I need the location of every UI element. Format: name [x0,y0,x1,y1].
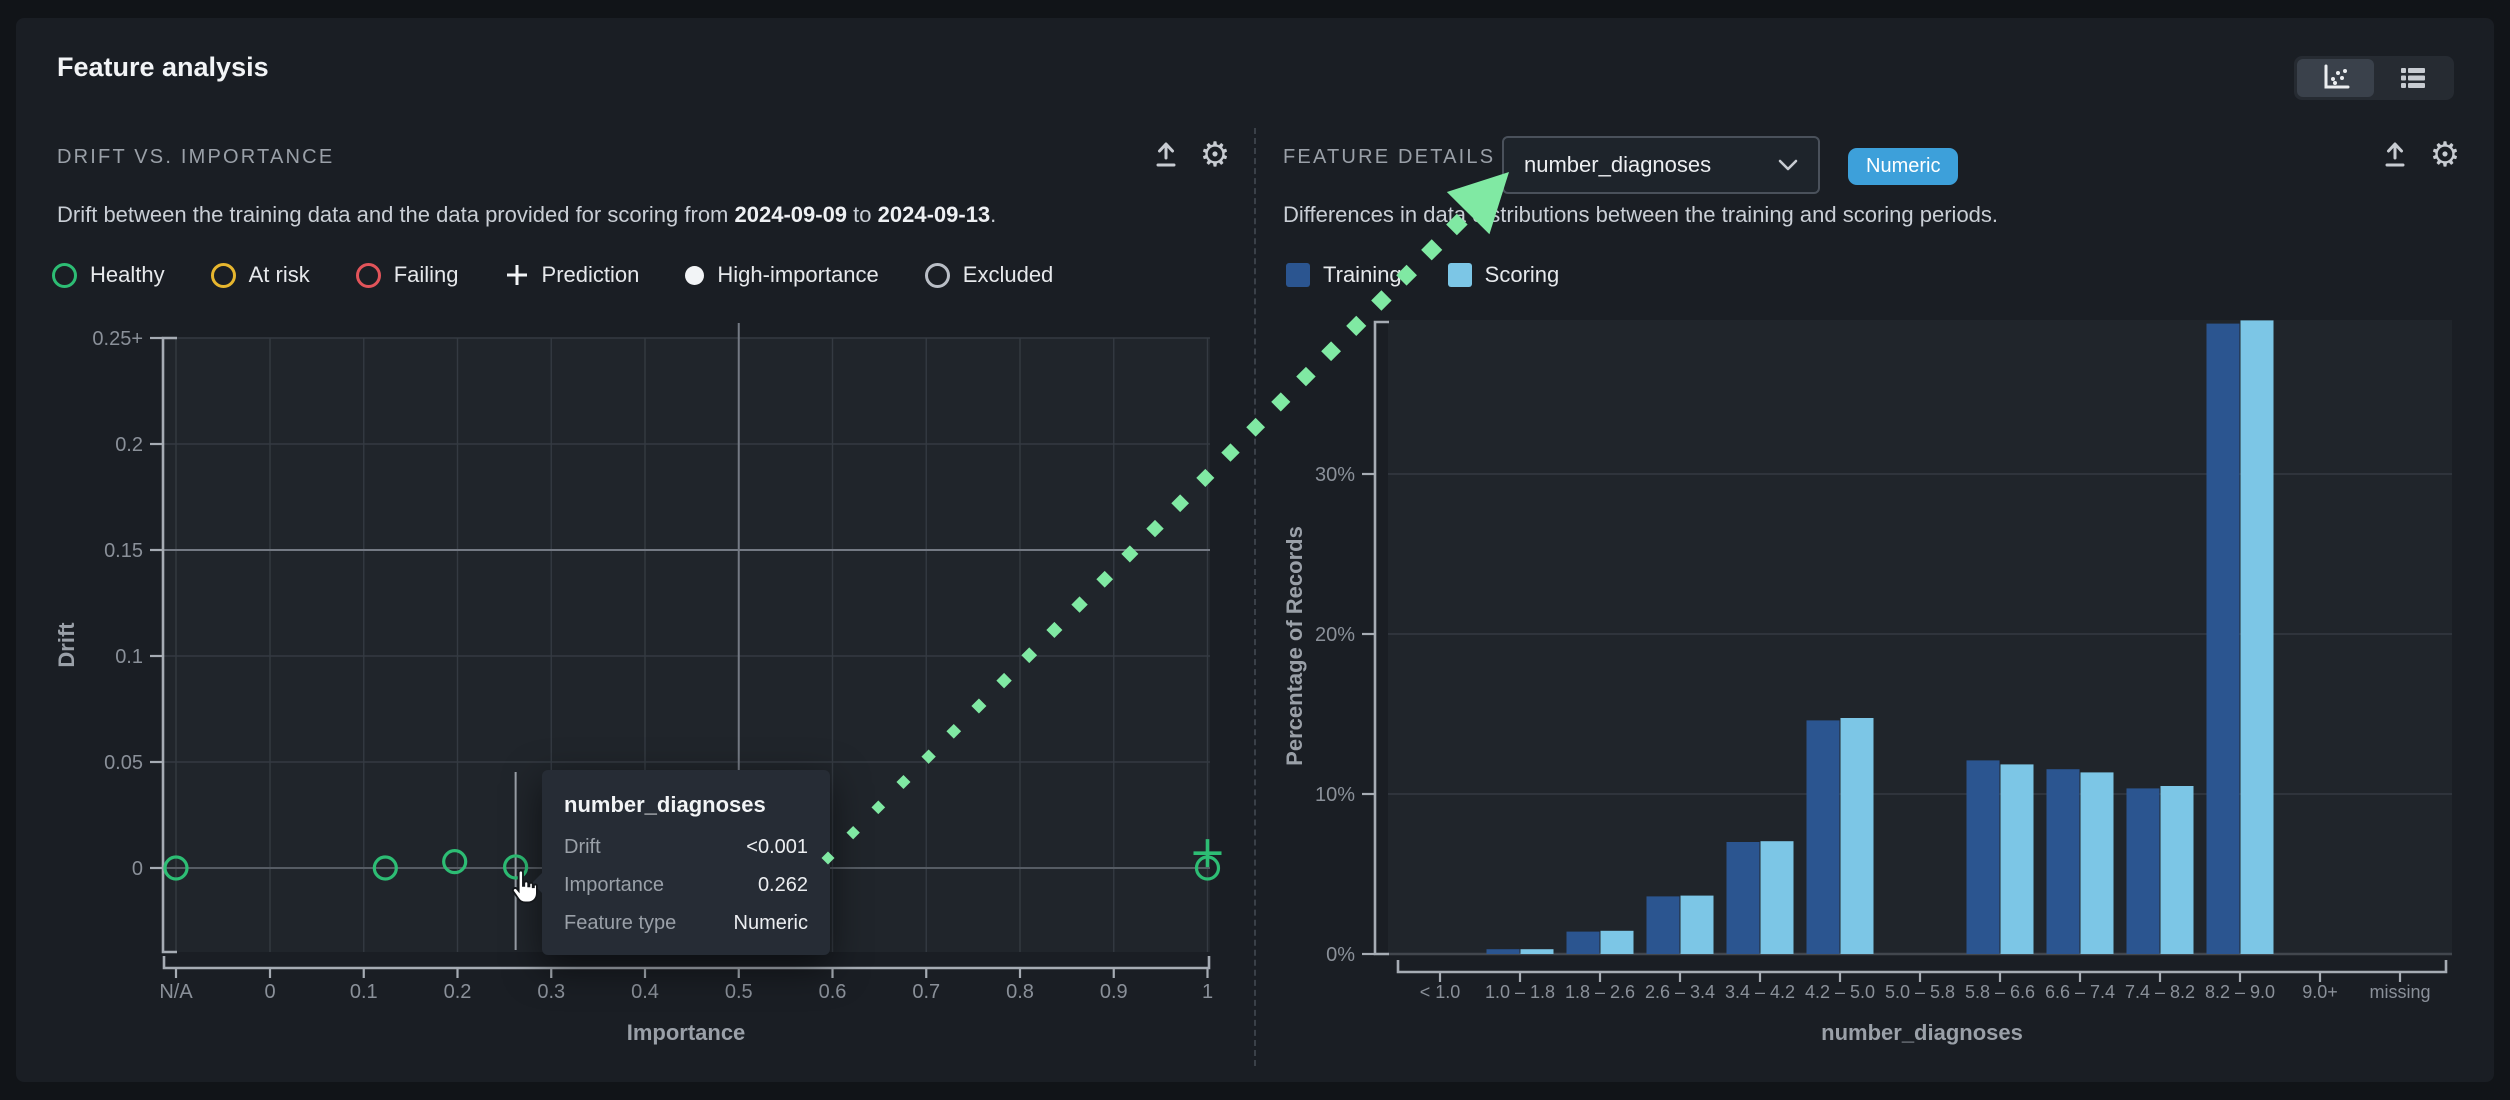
legend-ring-icon [52,262,77,288]
legend-item-healthy[interactable]: Healthy [52,262,165,288]
legend-label: Training [1323,262,1402,287]
tooltip-row-drift: Drift <0.001 [564,836,808,858]
drift-subtitle: Drift between the training data and the … [57,202,996,228]
legend-item-excluded[interactable]: Excluded [924,262,1054,288]
legend-plus-icon [506,265,527,285]
page-title: Feature analysis [57,52,269,82]
scatter-tooltip: number_diagnoses Drift <0.001 Importance… [532,770,830,955]
legend-dot-icon [685,265,705,285]
gear-icon: ⚙ [1199,136,1231,174]
gear-icon: ⚙ [2429,136,2461,174]
table-view-button[interactable] [2374,59,2451,97]
legend-label: Excluded [962,262,1054,287]
legend-label: High-importance [717,262,879,287]
legend-item-scoring[interactable]: Scoring [1447,262,1560,288]
tooltip-row-importance: Importance 0.262 [564,874,808,896]
legend-square-icon [1447,263,1472,287]
legend-label: Scoring [1484,262,1560,287]
export-icon [2385,142,2405,167]
legend-label: Failing [393,262,459,287]
tooltip-feature-name: number_diagnoses [564,792,766,817]
legend-item-at-risk[interactable]: At risk [210,262,310,288]
plus-glyph [506,265,527,285]
table-icon [2400,68,2425,88]
feature-select-dropdown[interactable]: number_diagnoses [1502,136,1820,194]
scatter-legend: Healthy At risk Failing Prediction High-impo… [52,256,1053,294]
subtitle-mid: to [847,202,878,227]
feature-details-subtitle: Differences in data distributions betwee… [1283,202,1999,227]
tooltip-row-feature-type: Feature type Numeric [564,912,808,934]
settings-button-left[interactable]: ⚙ [1194,134,1236,176]
legend-label: Healthy [90,262,165,287]
feature-details-panel-title: FEATURE DETAILS [1283,146,1496,168]
export-button-left[interactable] [1145,134,1187,176]
legend-item-high-importance[interactable]: High-importance [685,262,879,288]
legend-square-icon [1286,263,1310,287]
export-icon [1156,142,1176,167]
feature-select-value: number_diagnoses [1524,152,1712,177]
panel-divider [1254,128,1256,1066]
drift-importance-panel-title: DRIFT VS. IMPORTANCE [57,146,335,168]
scatter-chart-icon [2324,64,2349,89]
legend-label: At risk [248,262,310,287]
view-toggle [2294,56,2454,100]
legend-item-prediction[interactable]: Prediction [505,262,640,288]
date-to: 2024-09-13 [877,202,991,227]
feature-legend: Training Scoring [1286,256,1559,294]
legend-item-failing[interactable]: Failing [355,262,459,288]
settings-button-right[interactable]: ⚙ [2424,134,2466,176]
subtitle-suffix: . [990,202,997,227]
chevron-down-icon [1778,159,1798,171]
legend-label: Prediction [541,262,640,287]
export-button-right[interactable] [2374,134,2416,176]
legend-item-training[interactable]: Training [1286,262,1402,288]
legend-ring-icon [355,262,381,288]
legend-ring-icon [210,262,236,288]
feature-type-badge: Numeric [1848,148,1959,185]
chart-view-button[interactable] [2297,59,2374,97]
legend-ring-icon [924,262,950,288]
subtitle-text: Drift between the training data and the … [57,202,735,227]
date-from: 2024-09-09 [734,202,848,227]
